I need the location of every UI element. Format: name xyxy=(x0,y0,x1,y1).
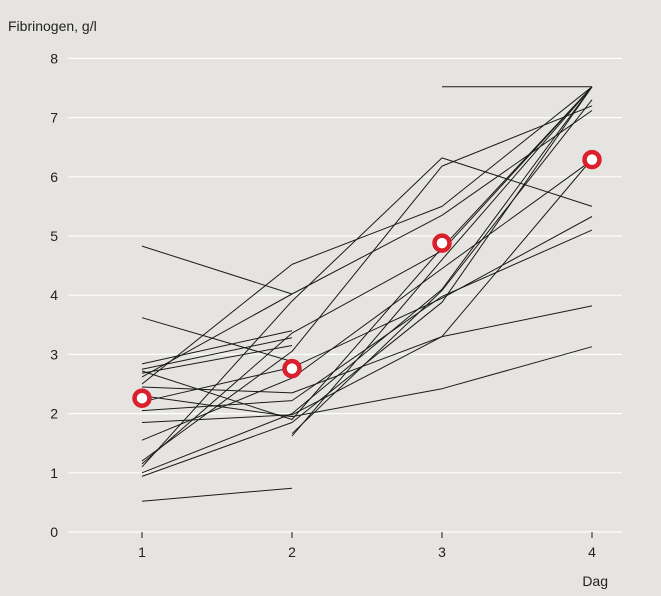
x-tick-label-3: 3 xyxy=(438,544,446,560)
mean-markers xyxy=(132,149,602,408)
y-tick-label-8: 8 xyxy=(50,50,58,66)
patient-line-9 xyxy=(141,216,593,403)
patient-line-10 xyxy=(141,229,593,412)
x-tick-label-2: 2 xyxy=(288,544,296,560)
patient-line-2 xyxy=(141,305,593,394)
patient-line-17 xyxy=(141,86,593,474)
mean-marker-day-4 xyxy=(582,149,602,170)
patient-line-21 xyxy=(291,86,593,437)
y-tick-label-7: 7 xyxy=(50,110,58,126)
patient-line-19 xyxy=(141,86,593,465)
y-tick-label-1: 1 xyxy=(50,465,58,481)
mean-marker-day-2 xyxy=(282,358,302,379)
patient-line-18 xyxy=(141,86,593,477)
x-tick-label-1: 1 xyxy=(138,544,146,560)
y-tick-label-5: 5 xyxy=(50,228,58,244)
x-axis-title: Dag xyxy=(582,573,608,589)
patient-line-22 xyxy=(291,99,593,435)
y-tick-label-4: 4 xyxy=(50,287,58,303)
patient-line-1 xyxy=(141,487,293,502)
patient-line-11 xyxy=(141,158,593,423)
y-tick-labels: 0 1 2 3 4 5 6 7 8 xyxy=(50,50,58,540)
y-tick-label-2: 2 xyxy=(50,406,58,422)
y-tick-label-6: 6 xyxy=(50,169,58,185)
patient-line-14 xyxy=(141,110,593,378)
patient-line-12 xyxy=(141,159,593,441)
grid-lines xyxy=(68,57,622,533)
patient-line-6 xyxy=(141,330,293,365)
mean-marker-day-3 xyxy=(432,233,452,253)
patient-line-20 xyxy=(141,86,593,420)
y-axis-title: Fibrinogen, g/l xyxy=(8,18,97,34)
patient-line-5 xyxy=(141,317,293,362)
y-tick-label-3: 3 xyxy=(50,346,58,362)
patient-series xyxy=(141,86,593,502)
x-tick-labels: 1 2 3 4 xyxy=(138,532,596,560)
x-tick-label-4: 4 xyxy=(588,544,596,560)
patient-line-4 xyxy=(141,245,293,295)
patient-line-16 xyxy=(141,157,593,468)
y-tick-label-0: 0 xyxy=(50,524,58,540)
patient-line-13 xyxy=(141,86,593,385)
mean-marker-day-1 xyxy=(132,388,152,408)
patient-line-8 xyxy=(141,345,293,374)
patient-line-15 xyxy=(141,105,593,462)
